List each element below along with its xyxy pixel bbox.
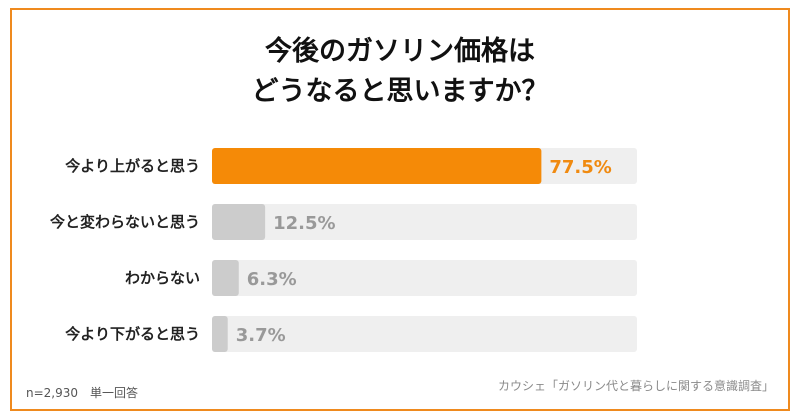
chart-title: 今後のガソリン価格は どうなると思いますか？ — [0, 32, 800, 112]
category-label: 今より上がると思う — [64, 157, 200, 175]
bar-track — [212, 260, 637, 296]
bar-track — [212, 204, 637, 240]
value-label: 3.7% — [236, 325, 286, 346]
bar — [212, 148, 542, 184]
bar-track — [212, 316, 637, 352]
category-label: 今より下がると思う — [64, 325, 200, 343]
title-line-1: 今後のガソリン価格は — [265, 36, 535, 67]
value-label: 6.3% — [247, 269, 297, 290]
category-label: わからない — [125, 269, 200, 287]
sample-size-note: n=2,930 単一回答 — [26, 386, 139, 400]
bar — [212, 204, 266, 240]
source-note: カウシェ「ガソリン代と暮らしに関する意識調査」 — [497, 379, 774, 393]
title-line-2: どうなると思いますか？ — [251, 76, 549, 107]
value-label: 77.5% — [549, 157, 611, 178]
bar — [212, 316, 228, 352]
bar — [212, 260, 239, 296]
value-label: 12.5% — [273, 213, 335, 234]
category-label: 今と変わらないと思う — [49, 213, 200, 231]
